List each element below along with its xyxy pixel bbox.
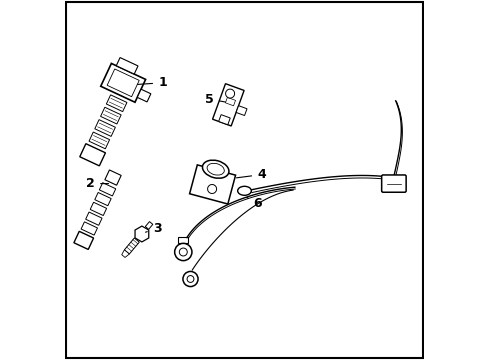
Polygon shape bbox=[106, 95, 127, 112]
Ellipse shape bbox=[237, 186, 251, 195]
Ellipse shape bbox=[207, 185, 216, 193]
Polygon shape bbox=[74, 231, 93, 249]
Text: 1: 1 bbox=[137, 76, 166, 89]
Polygon shape bbox=[212, 84, 244, 126]
Polygon shape bbox=[95, 193, 111, 206]
Polygon shape bbox=[107, 69, 139, 97]
Polygon shape bbox=[145, 222, 152, 229]
Polygon shape bbox=[236, 106, 246, 116]
Ellipse shape bbox=[225, 89, 234, 98]
Polygon shape bbox=[104, 170, 121, 185]
Polygon shape bbox=[99, 183, 116, 196]
Text: 4: 4 bbox=[236, 168, 265, 181]
Text: 6: 6 bbox=[246, 197, 262, 210]
Polygon shape bbox=[122, 250, 129, 257]
Text: 2: 2 bbox=[86, 177, 108, 190]
Ellipse shape bbox=[187, 276, 194, 282]
Polygon shape bbox=[178, 237, 188, 243]
Polygon shape bbox=[189, 165, 235, 204]
Ellipse shape bbox=[179, 248, 187, 256]
Polygon shape bbox=[81, 222, 97, 235]
Polygon shape bbox=[101, 63, 145, 102]
Polygon shape bbox=[116, 58, 138, 74]
Polygon shape bbox=[89, 132, 109, 149]
Polygon shape bbox=[135, 226, 148, 242]
Text: 5: 5 bbox=[205, 93, 225, 105]
Polygon shape bbox=[225, 98, 235, 106]
Text: 3: 3 bbox=[145, 222, 161, 235]
Ellipse shape bbox=[202, 160, 228, 178]
FancyBboxPatch shape bbox=[381, 175, 406, 192]
Polygon shape bbox=[80, 144, 105, 166]
Polygon shape bbox=[218, 114, 230, 125]
Polygon shape bbox=[95, 120, 115, 136]
Polygon shape bbox=[90, 202, 106, 216]
Polygon shape bbox=[124, 238, 139, 254]
Polygon shape bbox=[85, 212, 102, 225]
Polygon shape bbox=[101, 107, 121, 124]
Ellipse shape bbox=[174, 243, 192, 261]
Ellipse shape bbox=[183, 271, 198, 287]
Ellipse shape bbox=[207, 163, 224, 175]
Polygon shape bbox=[137, 89, 150, 102]
